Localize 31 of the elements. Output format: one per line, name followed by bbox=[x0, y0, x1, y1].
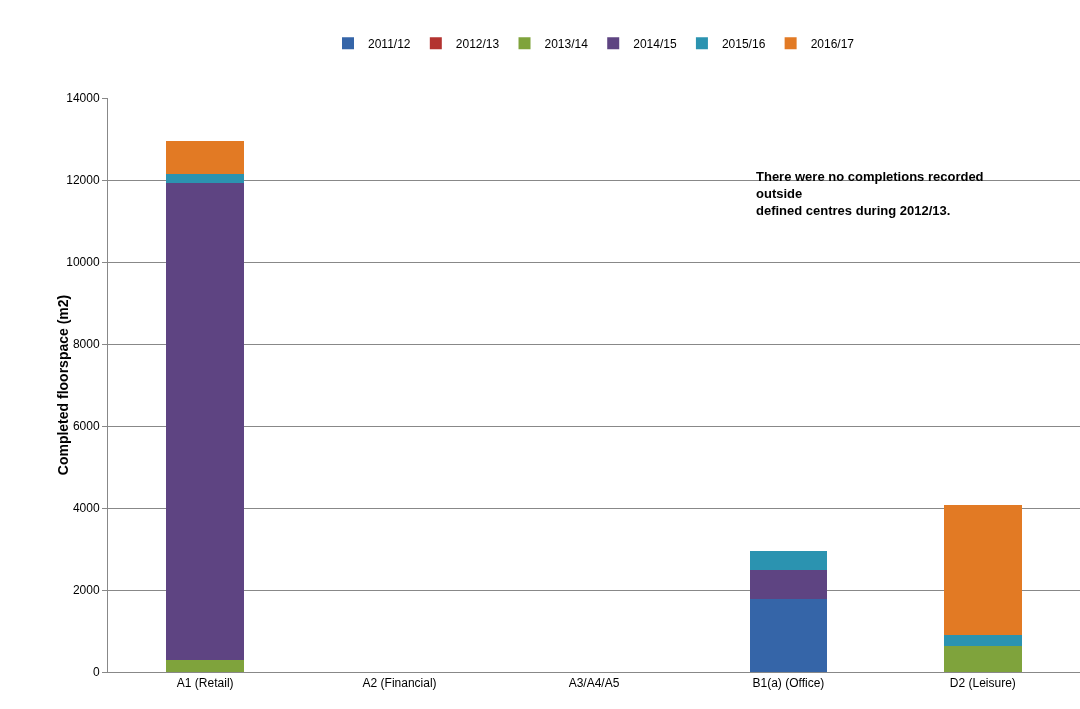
y-tick-label: 6000 bbox=[72, 419, 100, 434]
x-tick-label: A1 (Retail) bbox=[176, 676, 234, 691]
bar bbox=[749, 569, 828, 600]
legend-label: 2011/12 bbox=[368, 37, 411, 51]
y-tick-label: 10000 bbox=[66, 255, 100, 270]
bar bbox=[943, 635, 1022, 647]
y-tick-label: 2000 bbox=[72, 583, 100, 598]
y-tick-label: 4000 bbox=[72, 501, 100, 516]
x-tick-label: A3/A4/A5 bbox=[568, 676, 620, 691]
y-axis-title: Completed floorspace (m2) bbox=[54, 294, 71, 476]
y-tick-label: 12000 bbox=[66, 173, 100, 188]
x-tick-label: A2 (Financial) bbox=[362, 676, 437, 691]
legend-label: 2014/15 bbox=[633, 37, 677, 51]
x-tick-label: D2 (Leisure) bbox=[949, 676, 1016, 691]
bar bbox=[943, 505, 1022, 636]
legend-label: 2013/14 bbox=[544, 37, 589, 51]
legend-label: 2015/16 bbox=[721, 37, 766, 51]
legend-label: 2016/17 bbox=[810, 37, 855, 51]
bar bbox=[166, 182, 245, 660]
bar bbox=[166, 141, 245, 174]
y-tick-label: 14000 bbox=[66, 91, 100, 106]
y-tick-label: 0 bbox=[92, 665, 100, 680]
bar bbox=[943, 646, 1022, 672]
bar bbox=[166, 659, 245, 672]
bar bbox=[749, 599, 828, 672]
x-tick-label: B1(a) (Office) bbox=[752, 676, 825, 691]
legend-label: 2012/13 bbox=[455, 37, 500, 51]
annotation: There were no completions recorded outside defined centres during 2012/13. bbox=[756, 169, 984, 218]
bar bbox=[749, 551, 828, 570]
y-tick-label: 8000 bbox=[72, 337, 100, 352]
bar bbox=[166, 173, 245, 183]
